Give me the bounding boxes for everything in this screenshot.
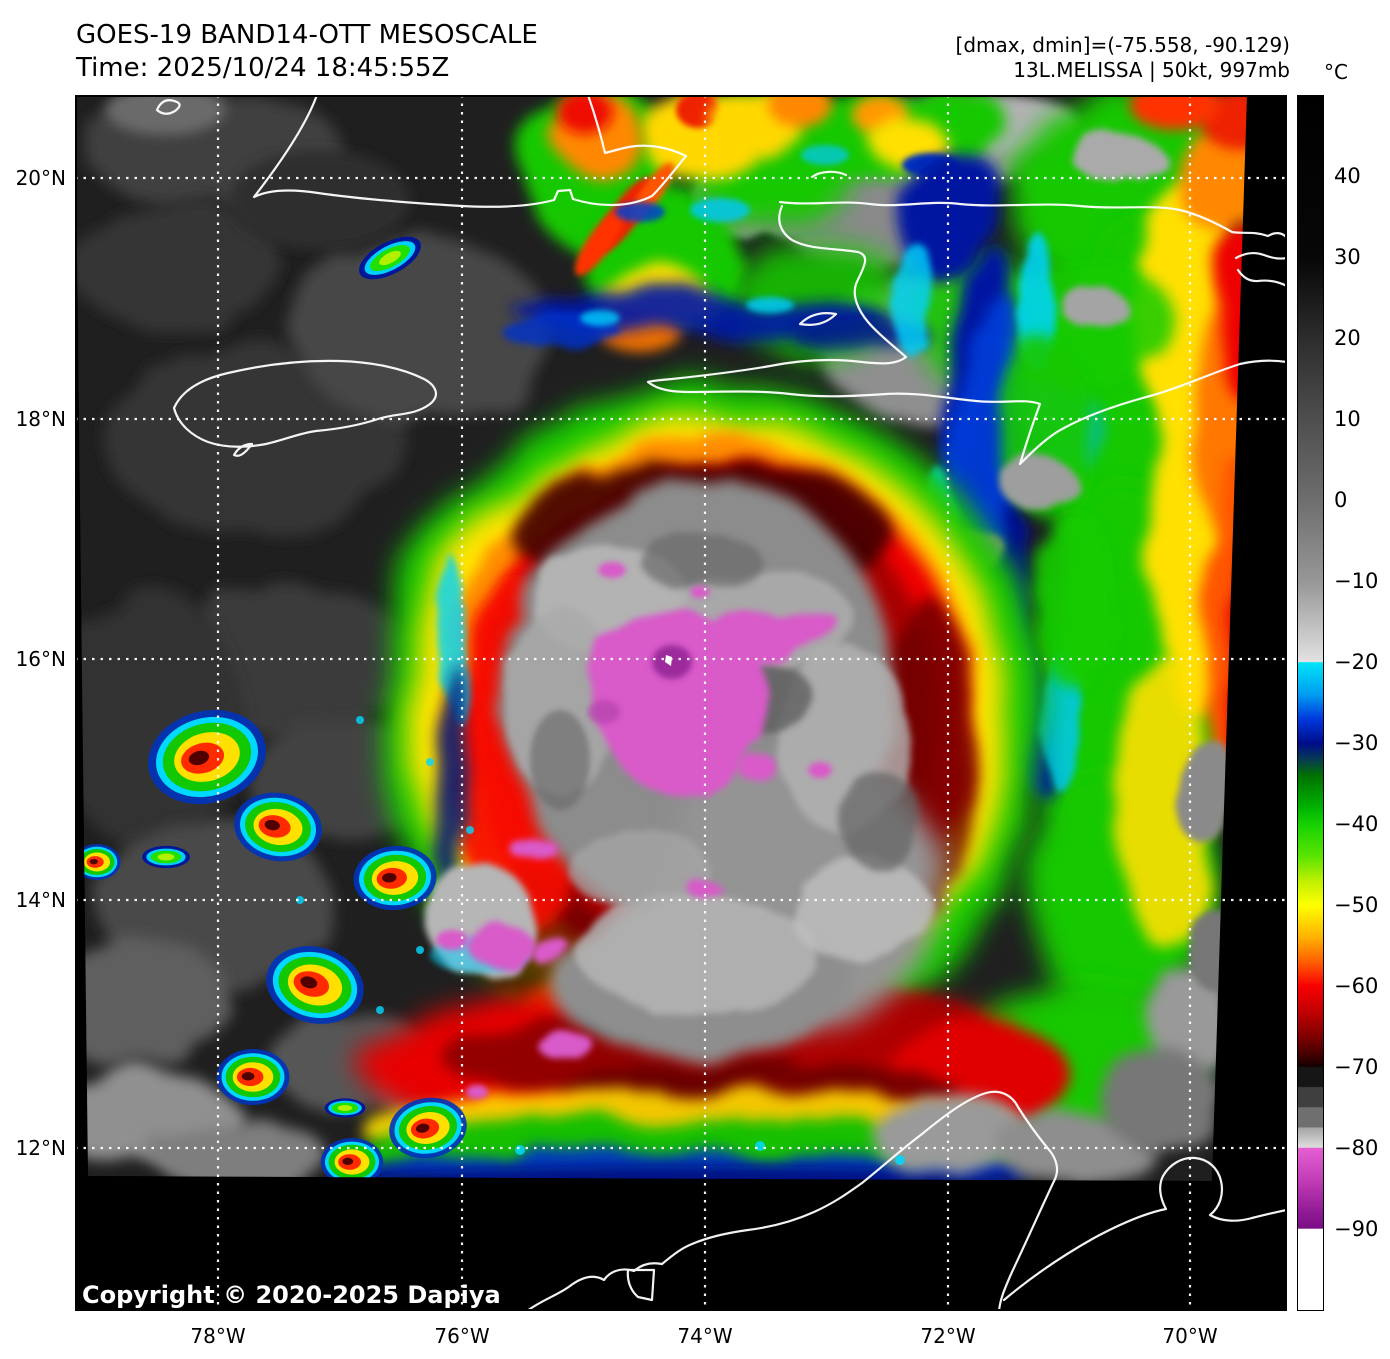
west-convective-cells <box>75 227 474 1186</box>
colorbar-tick: −10 <box>1334 569 1379 593</box>
lon-label-74w: 74°W <box>677 1324 733 1348</box>
no-data-mask-bottom <box>75 1176 1212 1311</box>
coastline-hispaniola-north <box>778 200 1287 240</box>
coastline-haiti-gulf <box>646 204 1287 466</box>
cold-overshooting-tops <box>436 562 839 1099</box>
colorbar-tick: 10 <box>1334 407 1361 431</box>
timestamp: Time: 2025/10/24 18:45:55Z <box>76 53 450 83</box>
coastline-samana-1 <box>1234 251 1287 260</box>
central-dense-overcast <box>425 475 940 1060</box>
coastline-cienaga-lagoon <box>626 1268 656 1302</box>
page-title: GOES-19 BAND14-OTT MESOSCALE <box>76 20 538 50</box>
coastline-jamaica-sw <box>232 442 254 457</box>
eye-marker <box>665 655 672 666</box>
copyright: Copyright © 2020-2025 Dapiya <box>82 1281 501 1309</box>
lat-label-16n: 16°N <box>15 647 66 671</box>
colorbar-tick: −20 <box>1334 650 1379 674</box>
coastline-cuba <box>252 95 688 208</box>
lat-label-12n: 12°N <box>15 1136 66 1160</box>
colorbar-tick: −70 <box>1334 1055 1379 1079</box>
colorbar-tick: −60 <box>1334 974 1379 998</box>
no-data-mask-left <box>75 95 88 1180</box>
colorbar-tick: −40 <box>1334 812 1379 836</box>
storm-readout: 13L.MELISSA | 50kt, 997mb <box>1013 58 1290 82</box>
coastline-tortue-island <box>810 170 848 179</box>
colorbar-tick: −30 <box>1334 731 1379 755</box>
lon-label-72w: 72°W <box>920 1324 976 1348</box>
coastline-cuba-cay <box>155 99 181 115</box>
coastline-jamaica <box>172 359 438 448</box>
lon-label-78w: 78°W <box>190 1324 246 1348</box>
colorbar-tick: −50 <box>1334 893 1379 917</box>
colorbar-tick: −80 <box>1334 1136 1379 1160</box>
lat-label-14n: 14°N <box>15 888 66 912</box>
lon-label-76w: 76°W <box>434 1324 490 1348</box>
map-area <box>75 95 1287 1311</box>
no-data-mask-right <box>1212 95 1287 1311</box>
colorbar-tick: −90 <box>1334 1217 1379 1241</box>
coastline-gonave-island <box>798 312 838 326</box>
lon-label-70w: 70°W <box>1162 1324 1218 1348</box>
coastlines <box>155 95 1287 1311</box>
coastline-colombia <box>525 1090 1059 1311</box>
colorbar-tick: 30 <box>1334 245 1361 269</box>
gridlines <box>75 95 1287 1311</box>
range-readout: [dmax, dmin]=(-75.558, -90.129) <box>955 33 1290 57</box>
coastline-venezuela <box>1002 1156 1287 1302</box>
colorbar-tick: 0 <box>1334 488 1348 512</box>
colorbar-tick: 20 <box>1334 326 1361 350</box>
satellite-image <box>75 95 1287 1311</box>
colorbar-gradient <box>1297 95 1324 1311</box>
colorbar-tick: 40 <box>1334 164 1361 188</box>
lat-label-18n: 18°N <box>15 407 66 431</box>
coastline-samana-2 <box>1236 268 1287 288</box>
colorbar-unit: °C <box>1324 60 1348 84</box>
map-frame <box>75 95 1287 1311</box>
lat-label-20n: 20°N <box>15 166 66 190</box>
